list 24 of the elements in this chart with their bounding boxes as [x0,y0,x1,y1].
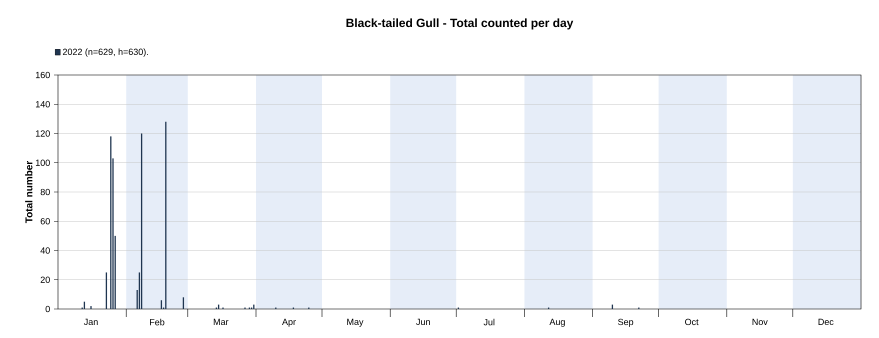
y-tick-label: 0 [46,306,50,312]
x-tick-label: Oct [685,318,699,326]
x-tick-label: May [347,318,364,327]
y-tick-label: 60 [40,218,50,224]
x-tick-label: Apr [282,318,296,327]
x-tick-label: Sep [618,318,634,327]
x-tick-label: Nov [752,318,768,326]
x-tick-label: Dec [818,318,834,326]
x-tick-label: Feb [150,318,164,326]
x-tick-label: Jan [84,318,98,326]
legend-label: 2022 (n=629, h=630). [62,48,148,57]
y-tick-label: 160 [36,72,50,78]
x-tick-label: Jul [484,318,494,326]
y-tick-label: 120 [36,130,50,137]
x-tick-label: Aug [549,318,565,327]
y-tick-label: 40 [40,247,50,254]
y-tick-label: 140 [36,101,50,108]
y-tick-label: 20 [40,276,50,283]
y-tick-label: 80 [40,188,50,196]
x-tick-label: Jun [416,318,430,326]
y-axis-title: Total number [25,160,32,224]
x-tick-label: Mar [214,318,228,326]
y-tick-label: 100 [36,160,50,166]
chart-title: Black-tailed Gull - Total counted per day [346,18,574,30]
